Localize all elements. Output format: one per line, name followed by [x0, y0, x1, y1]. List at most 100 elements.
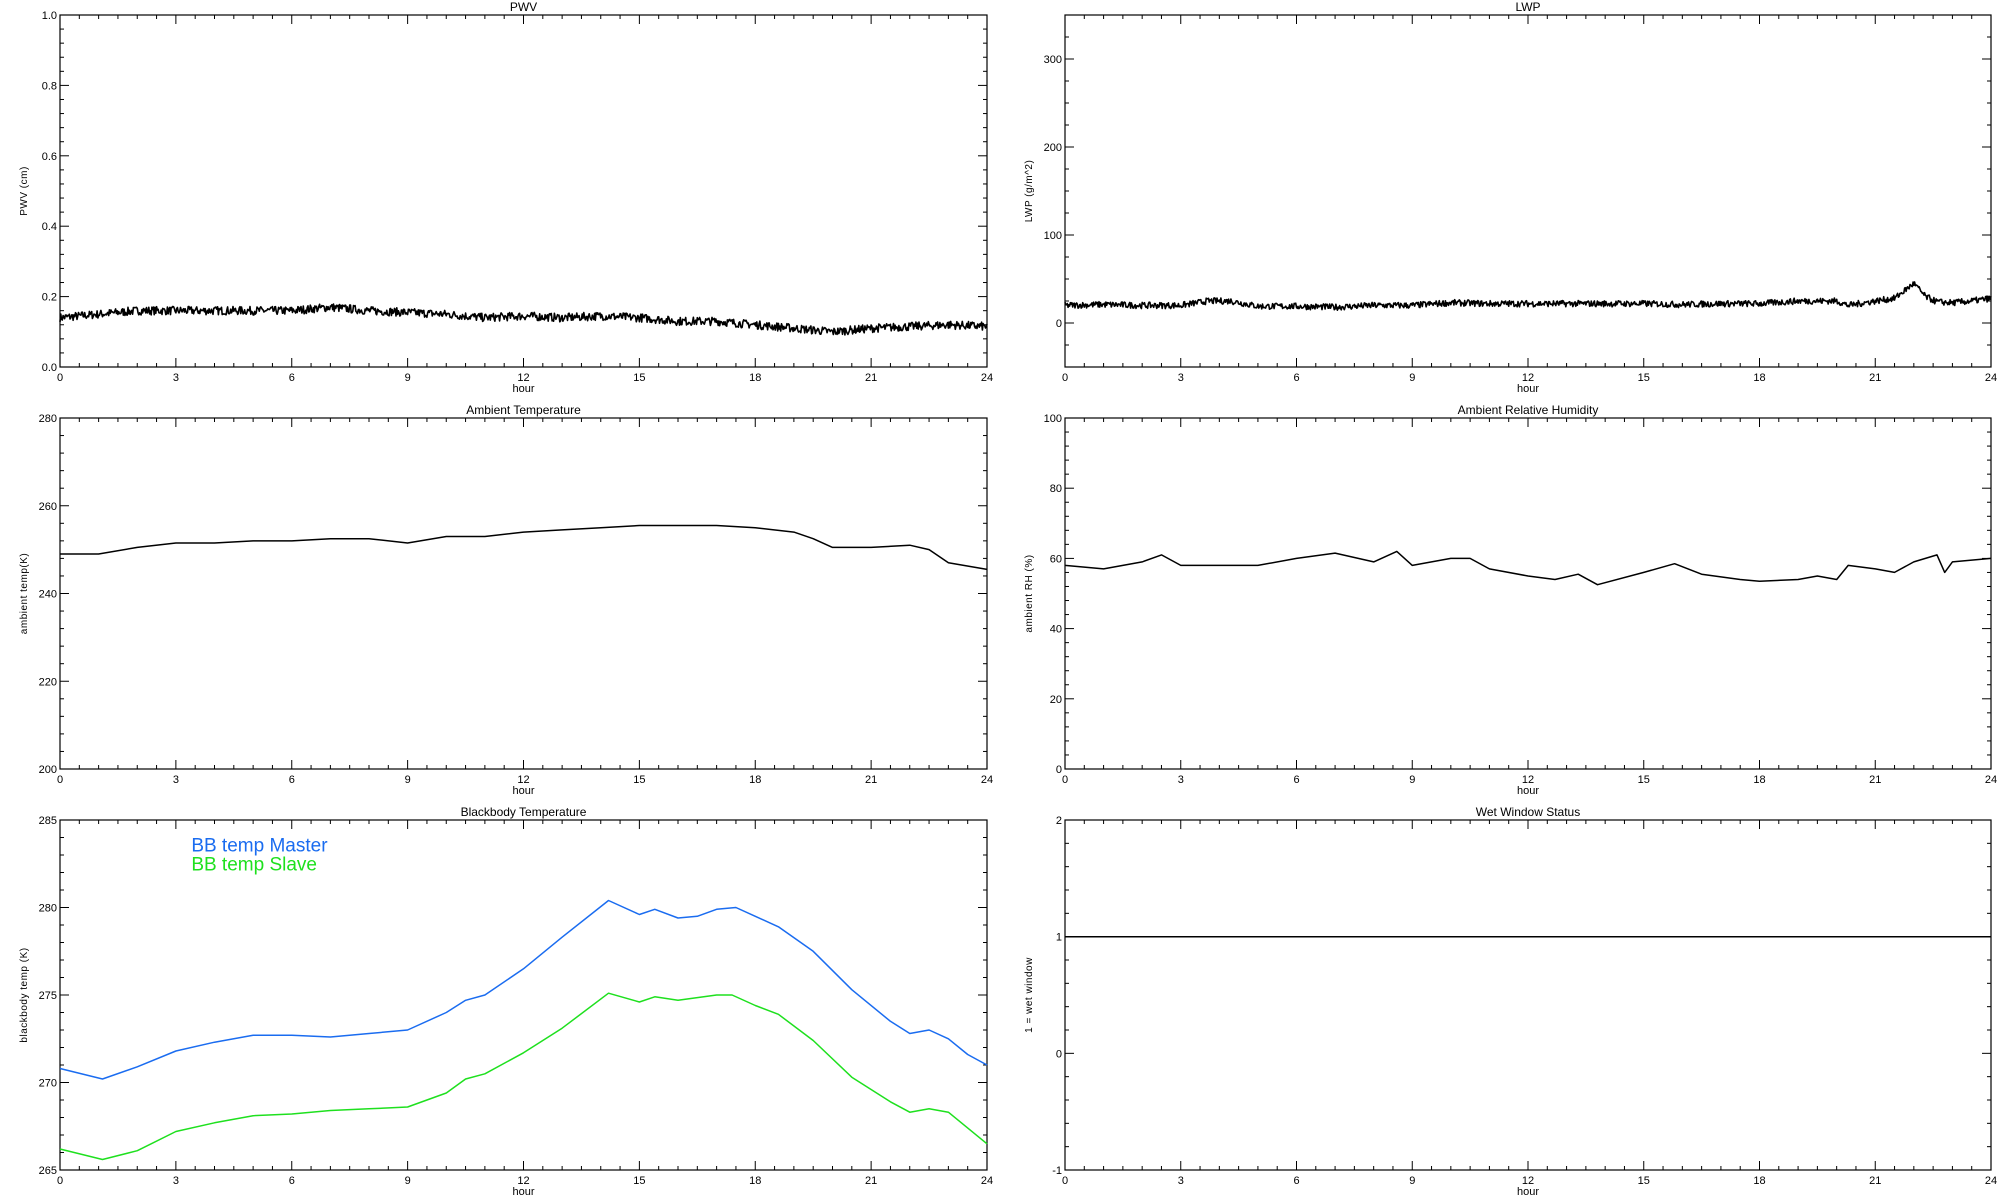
chart-title: PWV	[510, 0, 537, 14]
chart-ambient-temp: Ambient Temperature 0 3 6 9 12 15 18 21 24 hour 200…	[19, 403, 993, 797]
y-tick-label: 20	[1050, 694, 1062, 706]
x-tick-label: 21	[1869, 1175, 1881, 1187]
x-tick-label: 0	[1062, 1175, 1068, 1187]
chart-title: Wet Window Status	[1476, 805, 1580, 819]
y-axis-label: ambient RH (%)	[1024, 554, 1035, 632]
x-tick-label: 3	[1178, 372, 1184, 384]
y-tick-label: 60	[1050, 553, 1062, 565]
plot-frame	[1064, 417, 1992, 770]
x-axis-label: hour	[512, 383, 534, 395]
y-tick-label: 1.0	[42, 10, 57, 22]
y-tick-label: 100	[1044, 230, 1062, 242]
x-tick-label: 0	[1062, 774, 1068, 786]
y-tick-label: 0.8	[42, 80, 57, 92]
x-tick-label: 21	[1869, 372, 1881, 384]
y-tick-label: 240	[39, 589, 57, 601]
x-tick-label: 12	[517, 372, 529, 384]
legend-entry: BB temp Master	[191, 836, 328, 857]
x-tick-label: 15	[633, 1175, 645, 1187]
x-tick-label: 12	[1522, 1175, 1534, 1187]
y-tick-label: 80	[1050, 483, 1062, 495]
x-tick-label: 24	[981, 1175, 993, 1187]
x-tick-label: 15	[633, 774, 645, 786]
y-tick-label: 265	[39, 1165, 57, 1177]
y-tick-label: 0.0	[42, 362, 57, 374]
y-tick-label: 0.6	[42, 151, 57, 163]
y-tick-label: 2	[1056, 815, 1062, 827]
y-tick-label: 0	[1056, 1048, 1062, 1060]
x-tick-label: 0	[1062, 372, 1068, 384]
x-tick-label: 9	[1409, 1175, 1415, 1187]
x-tick-label: 21	[1869, 774, 1881, 786]
x-tick-label: 24	[1985, 1175, 1997, 1187]
y-tick-label: 300	[1044, 54, 1062, 66]
y-tick-label: 0.4	[42, 221, 57, 233]
plot-frame	[59, 14, 988, 368]
y-tick-label: 220	[39, 676, 57, 688]
x-tick-label: 15	[1638, 372, 1650, 384]
x-tick-label: 15	[1638, 774, 1650, 786]
x-axis-label: hour	[1517, 785, 1539, 797]
y-tick-label: 280	[39, 903, 57, 915]
chart-ambient-rh: Ambient Relative Humidity 0 3 6 9 12 15 18 21 24 h…	[1024, 403, 1997, 797]
y-tick-label: 280	[39, 413, 57, 425]
chart-title: Blackbody Temperature	[461, 805, 587, 819]
x-tick-label: 12	[517, 1175, 529, 1187]
x-tick-label: 3	[173, 774, 179, 786]
x-tick-label: 24	[981, 372, 993, 384]
x-axis-label: hour	[512, 785, 534, 797]
x-tick-label: 12	[1522, 774, 1534, 786]
plot-frame	[1064, 14, 1992, 368]
y-tick-label: 1	[1056, 932, 1062, 944]
x-axis-label: hour	[512, 1186, 534, 1198]
x-tick-label: 24	[981, 774, 993, 786]
series-line-lwp	[1064, 281, 1992, 312]
series-line-pwv	[59, 303, 988, 336]
x-tick-label: 0	[57, 1175, 63, 1187]
x-tick-label: 21	[865, 1175, 877, 1187]
y-tick-label: 260	[39, 501, 57, 513]
chart-blackbody-temp: Blackbody Temperature 0 3 6 9 12 15 18 21 24 hour 2…	[19, 805, 993, 1198]
y-tick-label: 200	[1044, 142, 1062, 154]
y-tick-label: 275	[39, 990, 57, 1002]
x-tick-label: 6	[289, 774, 295, 786]
x-tick-label: 6	[289, 1175, 295, 1187]
x-tick-label: 18	[1753, 372, 1765, 384]
x-tick-label: 24	[1985, 372, 1997, 384]
x-tick-label: 18	[749, 774, 761, 786]
x-tick-label: 18	[1753, 1175, 1765, 1187]
y-tick-label: 200	[39, 764, 57, 776]
x-axis-label: hour	[1517, 1186, 1539, 1198]
x-tick-label: 9	[405, 774, 411, 786]
x-tick-label: 9	[1409, 372, 1415, 384]
chart-pwv: PWV 0 3 6 9 12 15 18 21 24 hour 0.0 0.2 0.4 0.6 0.8 1.0 P…	[19, 0, 993, 395]
x-axis-label: hour	[1517, 383, 1539, 395]
plot-frame	[1064, 819, 1992, 1171]
plot-frame	[59, 417, 988, 770]
series-line-bb-temp-master	[59, 899, 988, 1080]
x-tick-label: 15	[1638, 1175, 1650, 1187]
chart-title: Ambient Relative Humidity	[1458, 403, 1599, 417]
x-tick-label: 18	[1753, 774, 1765, 786]
y-axis-label: LWP (g/m^2)	[1024, 160, 1035, 223]
y-tick-label: 285	[39, 815, 57, 827]
x-tick-label: 3	[1178, 774, 1184, 786]
x-tick-label: 6	[1293, 774, 1299, 786]
y-tick-label: 0	[1056, 318, 1062, 330]
x-tick-label: 24	[1985, 774, 1997, 786]
x-tick-label: 3	[173, 372, 179, 384]
chart-title: Ambient Temperature	[466, 403, 581, 417]
x-tick-label: 15	[633, 372, 645, 384]
x-tick-label: 18	[749, 372, 761, 384]
x-tick-label: 0	[57, 774, 63, 786]
series-line-ambient-temp	[60, 524, 988, 571]
series-line-bb-temp-slave	[59, 992, 988, 1161]
x-tick-label: 6	[1293, 372, 1299, 384]
x-tick-label: 0	[57, 372, 63, 384]
x-tick-label: 6	[1293, 1175, 1299, 1187]
y-axis-label: 1 = wet window	[1024, 957, 1035, 1033]
y-tick-label: -1	[1052, 1165, 1062, 1177]
x-tick-label: 21	[865, 372, 877, 384]
